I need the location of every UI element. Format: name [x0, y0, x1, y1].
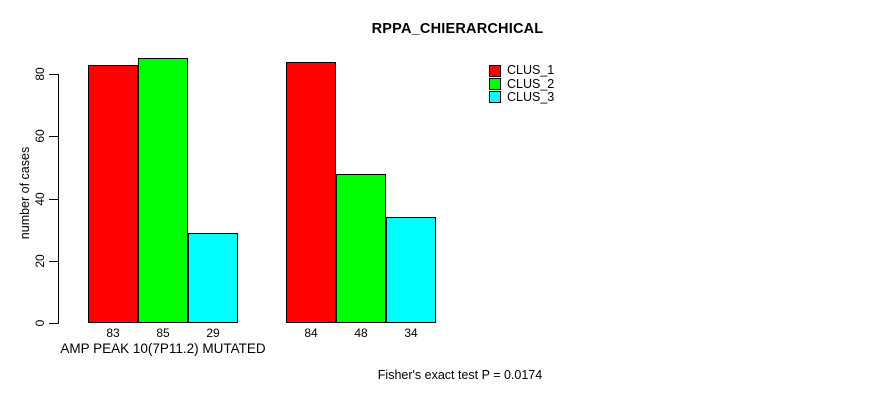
- legend-swatch-icon: [489, 91, 501, 104]
- y-tick-label: 80: [33, 67, 47, 81]
- bar-clus_3-group2: [386, 217, 436, 323]
- bar-clus_2-group2: [336, 173, 386, 323]
- y-tick-mark: [49, 260, 58, 262]
- y-tick-label: 0: [33, 319, 47, 327]
- y-tick-label: 60: [33, 129, 47, 143]
- legend-swatch-icon: [489, 78, 501, 91]
- bar-value-label: 48: [354, 325, 368, 340]
- bar-clus_2-group1: [138, 58, 188, 323]
- legend-item-clus_1: CLUS_1: [489, 64, 554, 77]
- chart-title: RPPA_CHIERARCHICAL: [371, 21, 544, 37]
- bar-value-label: 34: [404, 325, 418, 340]
- x-axis-label: AMP PEAK 10(7P11.2) MUTATED: [60, 341, 266, 356]
- y-axis-line: [58, 74, 59, 324]
- legend-label: CLUS_2: [507, 76, 555, 91]
- bar-value-label: 84: [304, 325, 318, 340]
- y-tick-mark: [49, 198, 58, 200]
- y-tick-mark: [49, 136, 58, 138]
- y-tick-label: 20: [33, 254, 47, 268]
- bar-clus_1-group1: [88, 64, 138, 323]
- legend-item-clus_2: CLUS_2: [489, 76, 555, 91]
- bar-value-label: 83: [106, 325, 120, 340]
- bar-clus_1-group2: [286, 61, 336, 323]
- bar-value-label: 85: [156, 325, 170, 340]
- bar-clus_3-group1: [188, 232, 238, 323]
- legend-item-clus_3: CLUS_3: [489, 89, 555, 104]
- annotation-text: Fisher's exact test P = 0.0174: [377, 368, 543, 382]
- legend-swatch-icon: [489, 64, 501, 77]
- y-tick-mark: [49, 323, 58, 324]
- legend-label: CLUS_3: [507, 89, 555, 104]
- bar-value-label: 29: [206, 325, 220, 340]
- y-tick-label: 40: [33, 191, 47, 206]
- legend: CLUS_1 CLUS_2 CLUS_3: [489, 64, 554, 104]
- legend-label: CLUS_1: [507, 63, 555, 78]
- y-tick-mark: [49, 74, 58, 75]
- y-axis-label: number of cases: [18, 146, 32, 240]
